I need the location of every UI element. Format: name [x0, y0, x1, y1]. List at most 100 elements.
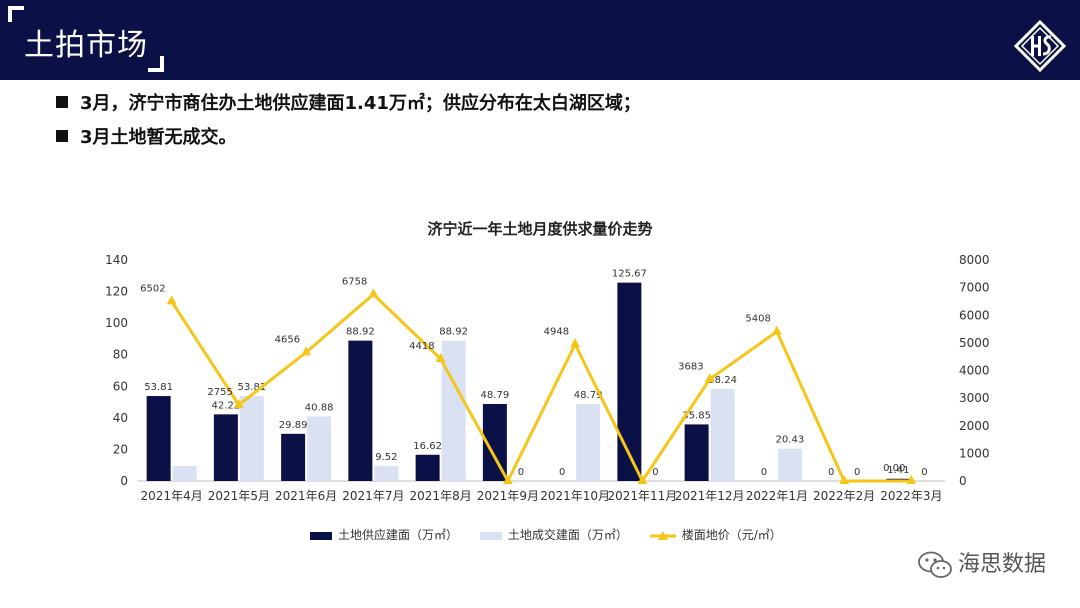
data-label-supply: 0 [761, 467, 767, 478]
header-bar: 土拍市场 [0, 0, 1080, 80]
bullet-text: 3月土地暂无成交。 [80, 127, 237, 148]
data-label-deal: 0 [652, 467, 658, 478]
legend-label: 楼面地价（元/㎡） [681, 528, 782, 542]
data-label-price: 6502 [140, 283, 165, 294]
bar-supply [348, 340, 373, 481]
data-label-supply: 35.85 [682, 410, 711, 421]
point-price [637, 475, 648, 484]
y-right-tick-label: 3000 [959, 391, 990, 405]
wechat-icon [918, 551, 952, 578]
bar-supply [281, 433, 306, 481]
point-price [771, 325, 782, 335]
legend-label: 土地成交建面（万㎡） [507, 528, 628, 542]
y-right-tick-label: 0 [959, 474, 967, 488]
bullet-text: 3月，济宁市商住办土地供应建面1.41万㎡；供应分布在太白湖区域； [80, 93, 641, 114]
data-label-deal: 20.43 [776, 435, 805, 446]
data-label-price: 4418 [409, 341, 434, 352]
y-right-tick-label: 5000 [959, 336, 990, 350]
point-price [906, 475, 917, 484]
y-right-tick-label: 1000 [959, 446, 990, 460]
y-left-tick-label: 80 [113, 348, 128, 362]
chart-legend: 土地供应建面（万㎡） 土地成交建面（万㎡） 楼面地价（元/㎡） [310, 526, 800, 543]
x-tick-label: 2021年5月 [208, 489, 270, 503]
point-price [301, 346, 312, 356]
frame-corner-bottom-right [148, 56, 164, 72]
data-label-supply: 53.81 [144, 382, 173, 393]
point-price [435, 352, 446, 362]
data-label-supply: 88.92 [346, 327, 375, 338]
x-tick-label: 2022年2月 [813, 489, 875, 503]
data-label-deal: 88.92 [439, 327, 468, 338]
data-label-supply: 42.22 [212, 400, 241, 411]
legend-item-deal: 土地成交建面（万㎡） [479, 526, 628, 543]
point-price [233, 398, 244, 408]
point-price [704, 373, 715, 383]
y-right-tick-label: 6000 [959, 308, 990, 322]
bar-supply [617, 282, 642, 481]
bar-deal [172, 466, 197, 481]
y-right-tick-label: 2000 [959, 419, 990, 433]
data-label-price: 0.00 [883, 463, 905, 474]
page-title: 土拍市场 [24, 28, 148, 63]
point-price [166, 295, 177, 305]
bullet-item: 3月土地暂无成交。 [56, 124, 641, 158]
legend-swatch-supply [310, 531, 332, 540]
point-price [839, 475, 850, 484]
x-tick-label: 2021年4月 [141, 489, 203, 503]
data-label-deal: 40.88 [305, 402, 334, 413]
x-tick-label: 2022年1月 [746, 489, 808, 503]
legend-item-price: 楼面地价（元/㎡） [649, 526, 782, 543]
data-label-deal: 0 [518, 467, 524, 478]
bar-deal [441, 340, 466, 481]
y-right-tick-label: 4000 [959, 364, 990, 378]
bar-deal [307, 416, 332, 481]
point-price [570, 338, 581, 348]
bullet-item: 3月，济宁市商住办土地供应建面1.41万㎡；供应分布在太白湖区域； [56, 90, 641, 124]
legend-swatch-price [649, 530, 676, 540]
data-label-price: 2755 [207, 387, 232, 398]
data-label-price: 4948 [544, 326, 569, 337]
bullet-list: 3月，济宁市商住办土地供应建面1.41万㎡；供应分布在太白湖区域； 3月土地暂无… [56, 90, 641, 158]
bar-supply [146, 396, 171, 481]
x-tick-label: 2021年12月 [675, 489, 745, 503]
data-label-deal: 58.24 [708, 375, 737, 386]
bar-deal [239, 396, 264, 481]
data-label-price: 5408 [745, 314, 770, 325]
hs-diamond-logo-icon [1014, 20, 1066, 72]
x-tick-label: 2021年10月 [540, 489, 610, 503]
y-left-tick-label: 20 [113, 442, 128, 456]
data-label-supply: 125.67 [612, 269, 647, 280]
legend-label: 土地供应建面（万㎡） [338, 528, 459, 542]
bar-deal [710, 389, 735, 481]
y-left-tick-label: 120 [105, 285, 128, 299]
data-label-deal: 0 [921, 467, 927, 478]
square-bullet-icon [56, 96, 68, 108]
data-label-supply: 1.41 [887, 465, 909, 476]
point-price [368, 288, 379, 298]
data-label-supply: 29.89 [279, 420, 308, 431]
legend-item-supply: 土地供应建面（万㎡） [310, 526, 458, 543]
data-label-deal: 53.81 [238, 382, 267, 393]
square-bullet-icon [56, 130, 68, 142]
frame-corner-top-left [8, 6, 24, 22]
bar-supply [213, 414, 238, 481]
x-tick-label: 2021年8月 [410, 489, 472, 503]
y-right-tick-label: 7000 [959, 281, 990, 295]
bar-supply [415, 454, 440, 481]
watermark-text: 海思数据 [957, 552, 1046, 577]
bar-deal [576, 403, 601, 481]
y-left-tick-label: 140 [105, 253, 128, 267]
point-price [502, 475, 513, 484]
x-tick-label: 2021年7月 [342, 489, 404, 503]
chart-title: 济宁近一年土地月度供求量价走势 [427, 220, 653, 238]
y-right-tick-label: 8000 [959, 253, 990, 267]
data-label-supply: 0 [828, 467, 834, 478]
x-tick-label: 2021年9月 [477, 489, 539, 503]
data-label-price: 3683 [678, 361, 703, 372]
data-label-supply: 48.79 [481, 390, 510, 401]
data-label-price: 4656 [275, 334, 300, 345]
y-left-tick-label: 40 [113, 411, 128, 425]
title-frame: 土拍市场 [8, 6, 164, 72]
y-left-tick-label: 0 [120, 474, 128, 488]
